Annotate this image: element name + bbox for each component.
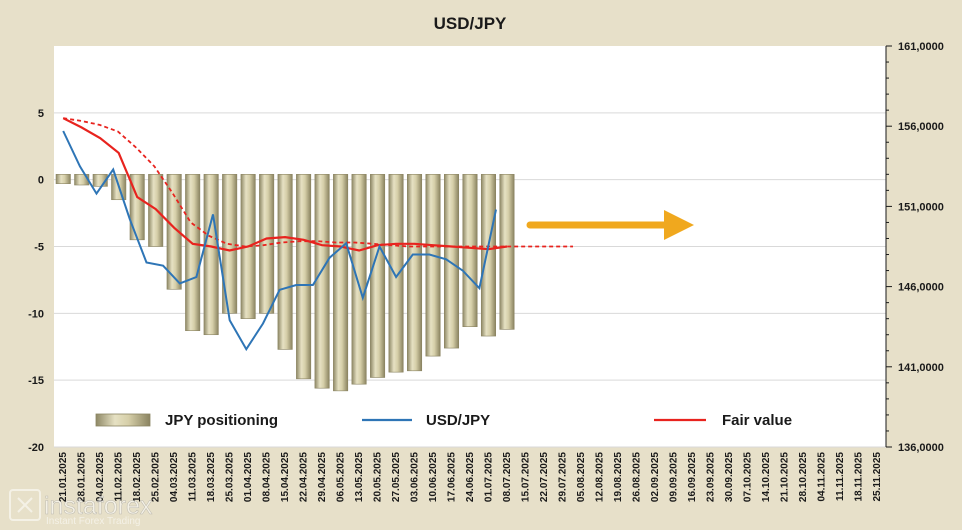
x-tick-label: 10.06.2025	[428, 452, 439, 502]
bar-jpy-positioning	[314, 174, 330, 389]
bar-jpy-positioning	[388, 174, 404, 373]
x-axis: 21.01.2025 28.01.2025 04.02.2025 11.02.2025…	[58, 452, 883, 502]
legend-label-usdjpy: USD/JPY	[426, 412, 490, 429]
x-tick-label: 21.10.2025	[779, 452, 790, 502]
x-tick-label: 15.04.2025	[280, 452, 291, 502]
x-tick-label: 25.02.2025	[151, 452, 162, 502]
x-tick-label: 16.09.2025	[687, 452, 698, 502]
x-tick-label: 29.07.2025	[557, 452, 568, 502]
right-tick-label: 141,0000	[898, 362, 944, 374]
left-tick-label: -20	[28, 442, 44, 454]
x-tick-label: 22.04.2025	[299, 452, 310, 502]
x-tick-label: 11.03.2025	[188, 452, 199, 502]
right-tick-label: 146,0000	[898, 282, 944, 294]
x-tick-label: 08.04.2025	[262, 452, 273, 502]
legend: JPY positioning USD/JPY Fair value	[95, 412, 792, 429]
x-tick-label: 18.11.2025	[853, 452, 864, 502]
x-tick-label: 30.09.2025	[724, 452, 735, 502]
x-tick-label: 11.02.2025	[114, 452, 125, 502]
right-tick-label: 136,0000	[898, 442, 944, 454]
x-tick-label: 22.07.2025	[539, 452, 550, 502]
right-tick-label: 151,0000	[898, 201, 944, 213]
watermark: instaforex Instant Forex Trading	[9, 489, 153, 527]
bar-jpy-positioning	[425, 174, 441, 357]
chart-title: USD/JPY	[434, 14, 507, 33]
bar-jpy-positioning	[203, 174, 219, 336]
x-tick-label: 07.10.2025	[742, 452, 753, 502]
left-tick-label: -15	[28, 375, 44, 387]
x-tick-label: 29.04.2025	[317, 452, 328, 502]
left-tick-label: -5	[34, 242, 44, 254]
series-lines	[62, 117, 573, 352]
right-axis: 136,0000 141,0000 146,0000 151,0000 156,0000…	[885, 41, 944, 454]
left-tick-label: 5	[38, 108, 44, 120]
x-tick-label: 15.07.2025	[520, 452, 531, 502]
bar-jpy-positioning	[55, 174, 71, 184]
x-tick-label: 17.06.2025	[447, 452, 458, 502]
bar-jpy-positioning	[333, 174, 349, 392]
x-tick-label: 19.08.2025	[613, 452, 624, 502]
x-tick-label: 04.02.2025	[95, 452, 106, 502]
right-tick-label: 156,0000	[898, 121, 944, 133]
watermark-tagline: Instant Forex Trading	[46, 516, 141, 527]
instaforex-logo-icon	[9, 489, 41, 521]
x-tick-label: 04.03.2025	[169, 452, 180, 502]
x-tick-label: 09.09.2025	[668, 452, 679, 502]
x-tick-label: 01.04.2025	[243, 452, 254, 502]
right-arrow-icon	[526, 210, 694, 240]
x-tick-label: 24.06.2025	[465, 452, 476, 502]
x-tick-label: 02.09.2025	[650, 452, 661, 502]
x-tick-label: 25.03.2025	[225, 452, 236, 502]
x-tick-label: 04.11.2025	[816, 452, 827, 502]
x-tick-label: 18.03.2025	[206, 452, 217, 502]
x-tick-label: 28.10.2025	[798, 452, 809, 502]
x-tick-label: 01.07.2025	[483, 452, 494, 502]
x-tick-label: 06.05.2025	[336, 452, 347, 502]
x-tick-label: 08.07.2025	[502, 452, 513, 502]
right-tick-label: 161,0000	[898, 41, 944, 53]
bar-jpy-positioning	[499, 174, 515, 330]
bar-jpy-positioning	[407, 174, 423, 372]
bar-jpy-positioning	[296, 174, 312, 380]
bar-jpy-positioning	[444, 174, 460, 349]
x-tick-label: 20.05.2025	[373, 452, 384, 502]
left-axis: -20 -15 -10 -5 0 5	[28, 108, 44, 454]
line-usdjpy	[62, 130, 497, 352]
bar-jpy-positioning	[277, 174, 293, 350]
x-tick-label: 13.05.2025	[354, 452, 365, 502]
x-tick-label: 26.08.2025	[631, 452, 642, 502]
bar-jpy-positioning	[185, 174, 201, 332]
bar-jpy-positioning	[480, 174, 496, 337]
bar-jpy-positioning	[259, 174, 275, 314]
legend-label-positioning: JPY positioning	[165, 412, 278, 429]
x-tick-label: 14.10.2025	[761, 452, 772, 502]
x-tick-label: 21.01.2025	[58, 452, 69, 502]
x-tick-label: 12.08.2025	[594, 452, 605, 502]
left-tick-label: 0	[38, 175, 44, 187]
x-tick-label: 05.08.2025	[576, 452, 587, 502]
watermark-brand: instaforex	[44, 492, 153, 520]
x-tick-label: 28.01.2025	[77, 452, 88, 502]
left-tick-label: -10	[28, 308, 44, 320]
x-tick-label: 18.02.2025	[132, 452, 143, 502]
legend-swatch-positioning	[95, 413, 151, 427]
bar-jpy-positioning	[351, 174, 367, 385]
x-tick-label: 11.11.2025	[835, 452, 846, 501]
bar-jpy-positioning	[370, 174, 386, 378]
x-tick-label: 27.05.2025	[391, 452, 402, 502]
line-fair-value	[62, 117, 508, 252]
x-tick-label: 03.06.2025	[410, 452, 421, 502]
legend-label-fair: Fair value	[722, 412, 792, 429]
x-tick-label: 23.09.2025	[705, 452, 716, 502]
bar-jpy-positioning	[462, 174, 478, 328]
x-tick-label: 25.11.2025	[872, 452, 883, 502]
